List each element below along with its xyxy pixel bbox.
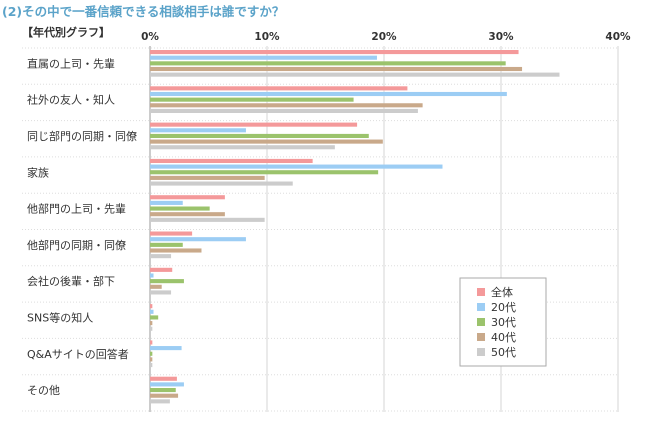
category-label: Q&Aサイトの回答者 bbox=[27, 347, 129, 361]
x-tick-label: 0% bbox=[141, 31, 159, 43]
bar bbox=[150, 164, 443, 169]
category-label: その他 bbox=[27, 384, 60, 397]
x-tick-label: 30% bbox=[488, 31, 514, 43]
bar bbox=[150, 279, 184, 284]
category-label: 他部門の同期・同僚 bbox=[27, 238, 126, 252]
bar bbox=[150, 326, 153, 331]
bar bbox=[150, 248, 202, 253]
bar bbox=[150, 351, 153, 356]
bar bbox=[150, 242, 183, 247]
bar bbox=[150, 181, 293, 186]
bar bbox=[150, 321, 153, 326]
legend-swatch bbox=[477, 333, 485, 341]
bar bbox=[150, 388, 176, 393]
chart-subtitle: 【年代別グラフ】 bbox=[22, 26, 110, 39]
bar bbox=[150, 86, 408, 91]
bar bbox=[150, 304, 153, 309]
bar bbox=[150, 399, 170, 404]
bar bbox=[150, 91, 507, 97]
bar bbox=[150, 139, 383, 144]
legend-label: 20代 bbox=[491, 301, 516, 314]
chart-heading: (2)その中で一番信頼できる相談相手は誰ですか？ bbox=[2, 4, 285, 19]
bar bbox=[150, 284, 162, 289]
bar bbox=[150, 133, 369, 138]
bar bbox=[150, 254, 172, 259]
bar bbox=[150, 128, 246, 133]
bar bbox=[150, 206, 210, 211]
bar bbox=[150, 55, 377, 60]
bar bbox=[150, 170, 379, 175]
bar bbox=[150, 108, 418, 113]
bar bbox=[150, 231, 193, 236]
bar bbox=[150, 195, 225, 200]
category-label: 社外の友人・知人 bbox=[27, 93, 115, 107]
bar bbox=[150, 315, 159, 320]
bar bbox=[150, 393, 179, 398]
bar bbox=[150, 72, 560, 77]
bar bbox=[150, 309, 154, 314]
bar bbox=[150, 376, 177, 381]
category-label: 家族 bbox=[27, 165, 49, 179]
legend-swatch bbox=[477, 348, 485, 356]
bar bbox=[150, 363, 153, 368]
bar bbox=[150, 290, 172, 295]
bar bbox=[150, 217, 265, 222]
bar bbox=[150, 103, 423, 108]
bar bbox=[150, 340, 153, 345]
bar bbox=[150, 382, 184, 387]
category-label: SNS等の知人 bbox=[27, 310, 93, 324]
bar bbox=[150, 97, 354, 102]
bar bbox=[150, 346, 182, 351]
legend-label: 全体 bbox=[491, 285, 513, 299]
bar bbox=[150, 158, 313, 163]
bar bbox=[150, 61, 506, 66]
legend-label: 50代 bbox=[491, 346, 516, 359]
legend-label: 30代 bbox=[491, 316, 516, 329]
bar bbox=[150, 267, 173, 272]
bar bbox=[150, 212, 225, 217]
category-label: 他部門の上司・先輩 bbox=[27, 202, 126, 216]
bar bbox=[150, 50, 519, 55]
bar bbox=[150, 175, 265, 180]
legend-box bbox=[459, 277, 547, 367]
bar bbox=[150, 200, 183, 205]
legend-label: 40代 bbox=[491, 331, 516, 344]
bar bbox=[150, 273, 154, 278]
x-tick-label: 20% bbox=[371, 31, 397, 43]
bar bbox=[150, 145, 335, 150]
legend-swatch bbox=[477, 288, 485, 296]
category-label: 会社の後輩・部下 bbox=[27, 274, 115, 288]
bar bbox=[150, 237, 246, 242]
bar bbox=[150, 66, 523, 72]
category-label: 直属の上司・先輩 bbox=[27, 56, 115, 70]
x-tick-label: 40% bbox=[605, 31, 631, 43]
category-label: 同じ部門の同期・同僚 bbox=[27, 129, 137, 143]
bar bbox=[150, 122, 358, 127]
legend-swatch bbox=[477, 318, 485, 326]
legend-swatch bbox=[477, 303, 485, 311]
bar bbox=[150, 357, 153, 362]
x-tick-label: 10% bbox=[254, 31, 280, 43]
